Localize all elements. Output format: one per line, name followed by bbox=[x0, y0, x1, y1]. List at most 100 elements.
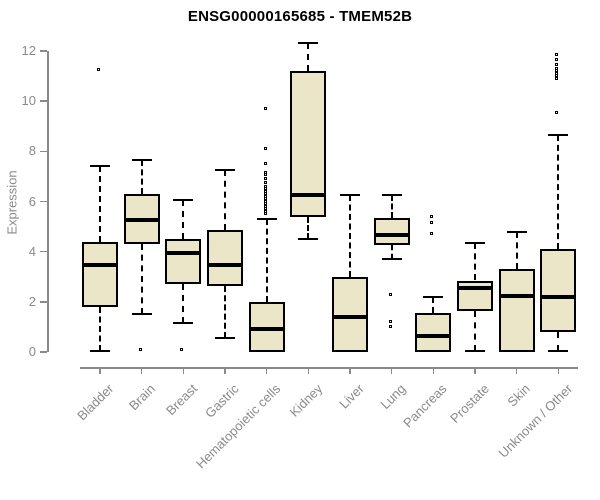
outlier-point-hematopoietic-cells bbox=[263, 177, 267, 181]
median-line-skin bbox=[498, 293, 535, 298]
outlier-point-unknown-other bbox=[555, 63, 559, 67]
outlier-point-unknown-other bbox=[555, 58, 559, 62]
outlier-point-unknown-other bbox=[555, 69, 559, 73]
x-axis-tick bbox=[224, 367, 226, 374]
x-tick-label: Breast bbox=[162, 381, 200, 419]
lower-whisker-cap-gastric bbox=[215, 337, 235, 340]
x-tick-label: Kidney bbox=[286, 381, 325, 420]
box-unknown-other bbox=[540, 249, 577, 332]
outlier-point-hematopoietic-cells bbox=[263, 162, 267, 166]
x-tick-label: Prostate bbox=[446, 381, 492, 426]
x-axis-tick bbox=[474, 367, 476, 374]
outlier-point-unknown-other bbox=[555, 74, 559, 78]
x-tick-label: Skin bbox=[504, 381, 534, 410]
outlier-point-unknown-other bbox=[555, 110, 559, 114]
y-axis-line bbox=[47, 51, 49, 352]
lower-whisker-gastric bbox=[224, 285, 226, 339]
outlier-point-hematopoietic-cells bbox=[263, 209, 267, 213]
outlier-point-lung bbox=[388, 320, 392, 324]
lower-whisker-cap-lung bbox=[381, 258, 402, 261]
x-axis-tick bbox=[349, 367, 351, 374]
median-line-lung bbox=[373, 233, 410, 238]
outlier-point-pancreas bbox=[430, 232, 434, 236]
upper-whisker-cap-skin bbox=[506, 230, 527, 233]
upper-whisker-bladder bbox=[99, 166, 101, 242]
y-tick-label: 6 bbox=[28, 193, 36, 209]
lower-whisker-cap-unknown-other bbox=[548, 349, 569, 352]
y-axis-tick bbox=[40, 200, 47, 203]
upper-whisker-breast bbox=[182, 200, 185, 240]
y-tick-label: 10 bbox=[21, 93, 36, 109]
median-line-breast bbox=[165, 250, 202, 255]
upper-whisker-cap-pancreas bbox=[423, 295, 444, 298]
x-axis-tick bbox=[557, 367, 560, 374]
x-axis-line bbox=[80, 367, 578, 369]
x-axis-tick bbox=[432, 367, 435, 374]
y-tick-label: 2 bbox=[28, 293, 36, 309]
upper-whisker-cap-hematopoietic-cells bbox=[256, 218, 277, 221]
x-tick-label: Pancreas bbox=[400, 381, 450, 431]
y-axis-tick bbox=[40, 351, 47, 353]
outlier-point-unknown-other bbox=[555, 66, 559, 70]
outlier-point-hematopoietic-cells bbox=[263, 197, 267, 201]
outlier-point-hematopoietic-cells bbox=[263, 180, 267, 184]
median-line-unknown-other bbox=[540, 294, 577, 299]
x-axis-tick bbox=[265, 367, 268, 374]
outlier-point-pancreas bbox=[430, 221, 434, 225]
upper-whisker-prostate bbox=[474, 242, 476, 281]
y-axis-tick bbox=[40, 50, 47, 52]
outlier-point-hematopoietic-cells bbox=[263, 192, 267, 196]
x-tick-label: Lung bbox=[377, 381, 409, 413]
median-line-prostate bbox=[457, 286, 493, 291]
upper-whisker-cap-lung bbox=[381, 194, 402, 197]
upper-whisker-skin bbox=[515, 231, 518, 270]
box-gastric bbox=[207, 230, 243, 286]
x-tick-label: Bladder bbox=[74, 381, 117, 424]
upper-whisker-liver bbox=[349, 195, 351, 277]
lower-whisker-lung bbox=[390, 245, 393, 260]
x-axis-tick bbox=[182, 367, 185, 374]
x-tick-label: Liver bbox=[336, 381, 367, 412]
chart-title: ENSG00000165685 - TMEM52B bbox=[187, 8, 413, 25]
lower-whisker-brain bbox=[140, 244, 143, 315]
outlier-point-brain bbox=[138, 347, 142, 351]
box-lung bbox=[373, 217, 410, 246]
box-prostate bbox=[457, 280, 493, 311]
y-tick-label: 8 bbox=[28, 143, 36, 159]
lower-whisker-cap-kidney bbox=[298, 238, 319, 241]
y-tick-label: 4 bbox=[28, 243, 36, 259]
box-hematopoietic-cells bbox=[248, 301, 285, 352]
upper-whisker-cap-kidney bbox=[298, 42, 319, 45]
upper-whisker-cap-brain bbox=[131, 159, 152, 162]
y-axis-tick bbox=[40, 100, 47, 102]
outlier-point-lung bbox=[388, 292, 392, 296]
outlier-point-hematopoietic-cells bbox=[263, 147, 267, 151]
median-line-kidney bbox=[290, 193, 327, 198]
x-tick-label: Unknown / Other bbox=[495, 381, 575, 461]
upper-whisker-hematopoietic-cells bbox=[265, 219, 268, 302]
lower-whisker-breast bbox=[182, 284, 185, 324]
upper-whisker-cap-unknown-other bbox=[548, 134, 569, 137]
x-axis-tick bbox=[515, 367, 518, 374]
lower-whisker-bladder bbox=[99, 306, 101, 351]
upper-whisker-cap-bladder bbox=[90, 165, 110, 168]
x-axis-tick bbox=[140, 367, 143, 374]
lower-whisker-kidney bbox=[307, 216, 310, 240]
box-skin bbox=[498, 269, 535, 352]
y-axis-tick bbox=[40, 150, 47, 153]
outlier-point-bladder bbox=[97, 68, 100, 72]
box-liver bbox=[332, 276, 368, 352]
x-tick-label: Gastric bbox=[201, 381, 242, 421]
box-kidney bbox=[290, 71, 327, 217]
box-bladder bbox=[82, 241, 118, 307]
median-line-gastric bbox=[207, 263, 243, 268]
median-line-brain bbox=[123, 218, 160, 223]
outlier-point-hematopoietic-cells bbox=[263, 202, 267, 206]
outlier-point-hematopoietic-cells bbox=[263, 173, 267, 177]
outlier-point-pancreas bbox=[430, 214, 434, 218]
median-line-bladder bbox=[82, 263, 118, 268]
outlier-point-hematopoietic-cells bbox=[263, 194, 267, 198]
outlier-point-unknown-other bbox=[555, 76, 559, 80]
